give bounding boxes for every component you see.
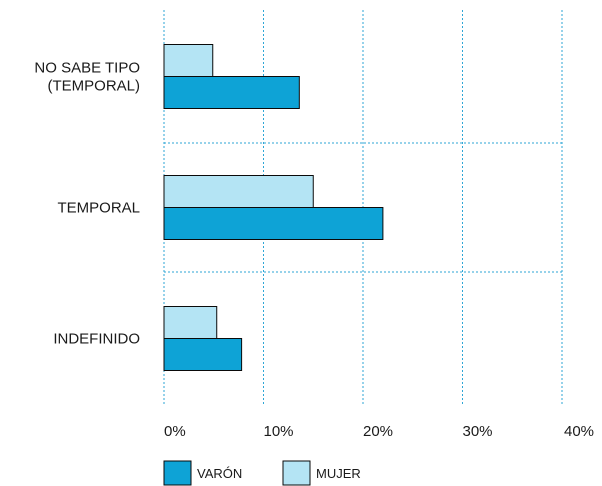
x-tick-label: 40% bbox=[564, 423, 594, 440]
bar-mujer bbox=[163, 175, 314, 208]
bar-varon bbox=[163, 338, 243, 371]
x-tick-label: 0% bbox=[164, 423, 186, 440]
legend: VARÓN MUJER bbox=[163, 460, 361, 486]
legend-label: MUJER bbox=[316, 466, 361, 481]
category-label: NO SABE TIPO (TEMPORAL) bbox=[34, 60, 140, 95]
bar-mujer bbox=[163, 306, 218, 339]
category-labels: NO SABE TIPO (TEMPORAL) TEMPORAL INDEFINIDO bbox=[34, 60, 140, 348]
legend-swatch bbox=[163, 460, 192, 486]
x-tick-label: 30% bbox=[463, 423, 493, 440]
bar-mujer bbox=[163, 44, 214, 77]
x-tick-labels: 0% 10% 20% 30% 40% bbox=[164, 423, 594, 440]
category-label: TEMPORAL bbox=[57, 200, 140, 217]
legend-swatch bbox=[282, 460, 311, 486]
legend-label: VARÓN bbox=[197, 466, 242, 481]
x-tick-label: 20% bbox=[363, 423, 393, 440]
bar-varon bbox=[163, 207, 384, 240]
bars bbox=[163, 44, 384, 371]
category-label: INDEFINIDO bbox=[53, 331, 140, 348]
bar-varon bbox=[163, 76, 300, 109]
x-tick-label: 10% bbox=[264, 423, 294, 440]
